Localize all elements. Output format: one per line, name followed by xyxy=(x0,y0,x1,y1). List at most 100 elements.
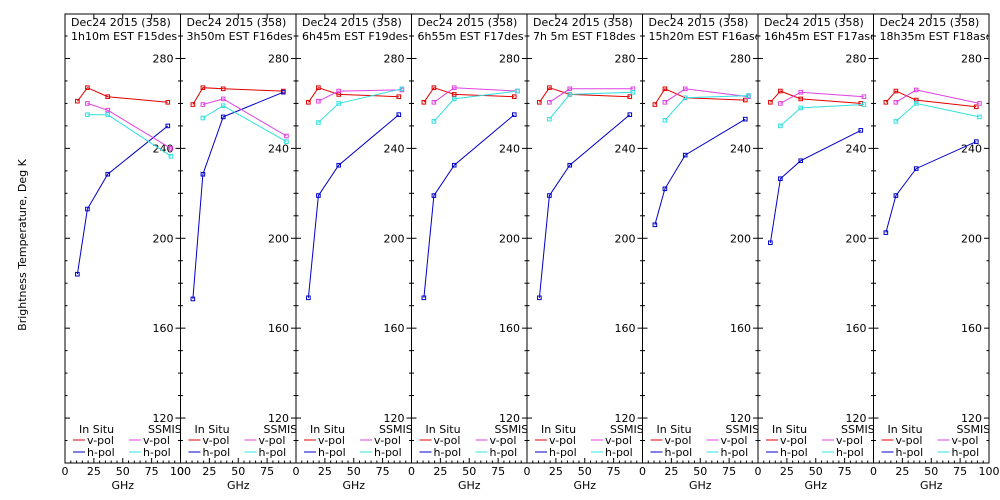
panel-title-group: Dec24 2015 (358)6h55m EST F17des xyxy=(418,16,524,43)
y-tick-label: 200 xyxy=(153,232,174,245)
data-point xyxy=(431,193,437,198)
data-point xyxy=(742,97,748,103)
legend-insitu-title: In Situ xyxy=(79,423,114,436)
panel-title-date: Dec24 2015 (358) xyxy=(302,16,402,29)
series-line-ssmis-v-pol xyxy=(549,88,633,103)
legend-ssmis-title: SSMIS xyxy=(148,423,182,436)
series-line-in-situ-h-pol xyxy=(769,129,862,243)
data-point xyxy=(798,96,804,102)
data-point xyxy=(200,115,206,121)
y-tick-label: 240 xyxy=(384,142,405,155)
data-point xyxy=(652,102,658,107)
data-point xyxy=(547,116,552,122)
data-point xyxy=(168,146,174,151)
data-point xyxy=(893,119,899,124)
panel-title-time: 6h55m EST F17des xyxy=(418,30,524,43)
data-point xyxy=(798,89,804,95)
legend-ssmis-title: SSMIS xyxy=(379,423,413,436)
data-point xyxy=(768,240,773,246)
data-point xyxy=(768,99,773,105)
data-point xyxy=(306,99,311,105)
data-point xyxy=(798,158,804,164)
y-tick-label: 240 xyxy=(846,142,867,155)
series-line-ssmis-h-pol xyxy=(87,114,172,157)
x-tick-label: 75 xyxy=(953,465,967,478)
data-point xyxy=(200,85,206,90)
legend-ssmis-title: SSMIS xyxy=(264,423,298,436)
data-point xyxy=(85,206,90,212)
panel-title-group: Dec24 2015 (358)16h45m EST F17asc xyxy=(764,16,873,43)
panel-title-time: 7h 5m EST F18des xyxy=(533,30,636,43)
x-tick-label: 50 xyxy=(231,465,245,478)
legend-label-insitu: v-pol xyxy=(318,434,345,447)
series-line-in-situ-h-pol xyxy=(423,114,515,298)
series-line-in-situ-v-pol xyxy=(307,87,399,103)
x-tick-label: 50 xyxy=(116,465,130,478)
data-point xyxy=(662,86,668,92)
data-point xyxy=(567,92,573,97)
x-tick-label: 0 xyxy=(524,465,531,478)
y-tick-label: 200 xyxy=(961,232,982,245)
data-point xyxy=(85,101,90,106)
y-tick-label: 280 xyxy=(961,52,982,65)
data-point xyxy=(682,86,688,92)
y-tick-label: 280 xyxy=(268,52,289,65)
legend-label-insitu: h-pol xyxy=(549,446,577,459)
legend-insitu-title: In Situ xyxy=(195,423,230,436)
data-point xyxy=(652,222,658,228)
data-point xyxy=(451,85,457,90)
data-point xyxy=(893,99,899,105)
data-point xyxy=(567,86,573,92)
data-point xyxy=(396,94,402,99)
data-point xyxy=(220,86,226,92)
x-tick-label: 25 xyxy=(780,465,794,478)
data-point xyxy=(893,88,899,94)
data-point xyxy=(682,95,688,101)
panel-title-time: 6h45m EST F19des xyxy=(302,30,408,43)
panel-title-date: Dec24 2015 (358) xyxy=(71,16,171,29)
legend-label-ssmis: v-pol xyxy=(605,434,632,447)
y-tick-label: 160 xyxy=(730,322,751,335)
y-axis-label: Brightness Temperature, Deg K xyxy=(16,158,29,330)
series-line-ssmis-h-pol xyxy=(202,105,287,143)
data-point xyxy=(336,88,342,94)
legend-label-ssmis: v-pol xyxy=(143,434,170,447)
panel-title-time: 3h50m EST F16des xyxy=(187,30,293,43)
y-tick-label: 120 xyxy=(499,412,520,425)
x-tick-label: 75 xyxy=(722,465,736,478)
y-tick-label: 120 xyxy=(615,412,636,425)
data-point xyxy=(973,139,979,144)
panel-title-date: Dec24 2015 (358) xyxy=(880,16,980,29)
y-tick-label: 120 xyxy=(153,412,174,425)
legend-label-insitu: v-pol xyxy=(665,434,692,447)
panel-title-date: Dec24 2015 (358) xyxy=(533,16,633,29)
data-point xyxy=(973,104,979,110)
panel-6: Dec24 2015 (358)15h20m EST F16asc 0 25 50 75… xyxy=(639,13,759,492)
data-point xyxy=(85,112,90,117)
x-tick-label: 50 xyxy=(578,465,592,478)
series-line-ssmis-v-pol xyxy=(202,98,287,137)
panel-title-date: Dec24 2015 (358) xyxy=(764,16,864,29)
legend-insitu-title: In Situ xyxy=(772,423,807,436)
x-tick-label: 50 xyxy=(924,465,938,478)
y-tick-label: 280 xyxy=(153,52,174,65)
data-point xyxy=(662,99,668,105)
data-point xyxy=(547,99,552,105)
data-point xyxy=(682,152,688,158)
data-point xyxy=(316,193,321,198)
data-point xyxy=(627,94,633,99)
data-point xyxy=(913,87,919,93)
data-point xyxy=(220,96,226,102)
x-axis-label: GHz xyxy=(689,479,712,492)
data-point xyxy=(75,271,80,277)
data-point xyxy=(451,96,457,102)
data-point xyxy=(220,103,226,108)
data-point xyxy=(431,119,437,124)
data-point xyxy=(200,102,206,107)
series-line-in-situ-v-pol xyxy=(538,87,630,103)
